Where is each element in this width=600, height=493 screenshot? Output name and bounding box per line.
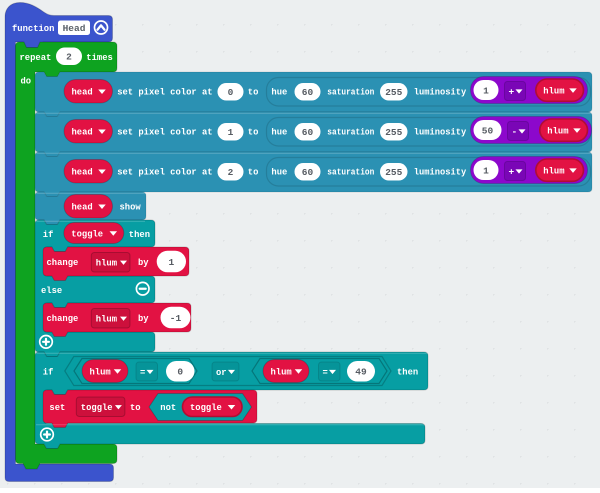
svg-text:head: head <box>72 202 93 213</box>
svg-text:2: 2 <box>66 52 72 63</box>
svg-text:255: 255 <box>385 87 402 98</box>
svg-text:1: 1 <box>228 127 234 138</box>
svg-text:60: 60 <box>302 87 314 98</box>
svg-text:1: 1 <box>483 85 489 96</box>
svg-text:-1: -1 <box>170 313 182 324</box>
svg-text:head: head <box>72 87 93 98</box>
svg-text:not: not <box>160 402 176 413</box>
svg-text:then: then <box>129 229 150 240</box>
svg-text:luminosity: luminosity <box>414 86 467 97</box>
svg-text:change: change <box>47 257 79 268</box>
svg-text:or: or <box>216 367 227 378</box>
svg-text:hlum: hlum <box>543 166 564 177</box>
svg-text:toggle: toggle <box>190 402 222 413</box>
svg-text:hlum: hlum <box>543 86 564 97</box>
svg-text:60: 60 <box>302 167 314 178</box>
svg-text:show: show <box>120 201 141 212</box>
svg-text:set pixel color at: set pixel color at <box>117 166 212 177</box>
svg-text:+: + <box>509 86 515 97</box>
svg-text:luminosity: luminosity <box>414 166 467 177</box>
svg-text:repeat: repeat <box>20 52 52 63</box>
svg-text:set: set <box>49 402 65 413</box>
svg-text:else: else <box>41 285 62 296</box>
svg-text:Head: Head <box>63 23 86 34</box>
svg-text:hlum: hlum <box>271 366 292 377</box>
svg-text:times: times <box>86 52 113 63</box>
svg-text:49: 49 <box>355 367 367 378</box>
svg-text:255: 255 <box>385 167 402 178</box>
svg-text:then: then <box>397 366 418 377</box>
svg-text:to: to <box>248 166 259 177</box>
svg-text:hlum: hlum <box>90 366 111 377</box>
svg-text:=: = <box>140 367 146 378</box>
svg-text:toggle: toggle <box>71 228 103 239</box>
svg-text:to: to <box>248 86 259 97</box>
svg-text:hlum: hlum <box>96 314 117 325</box>
svg-text:hlum: hlum <box>547 126 568 137</box>
svg-text:by: by <box>138 313 149 324</box>
svg-text:0: 0 <box>177 367 183 378</box>
svg-text:-: - <box>512 126 518 137</box>
svg-text:saturation: saturation <box>327 126 374 137</box>
svg-text:60: 60 <box>302 127 314 138</box>
svg-text:=: = <box>323 367 329 378</box>
svg-text:toggle: toggle <box>81 402 113 413</box>
svg-text:set pixel color at: set pixel color at <box>117 126 212 137</box>
svg-text:function: function <box>12 23 55 34</box>
svg-text:50: 50 <box>482 125 494 136</box>
svg-text:hlum: hlum <box>96 258 117 269</box>
svg-text:hue: hue <box>271 86 287 97</box>
svg-text:do: do <box>21 75 32 86</box>
svg-text:by: by <box>138 257 149 268</box>
svg-text:255: 255 <box>385 127 402 138</box>
svg-text:1: 1 <box>168 257 174 268</box>
svg-text:+: + <box>509 166 515 177</box>
svg-text:change: change <box>47 313 79 324</box>
svg-text:to: to <box>248 126 259 137</box>
svg-text:saturation: saturation <box>327 166 374 177</box>
svg-text:to: to <box>130 402 141 413</box>
svg-text:head: head <box>72 127 93 138</box>
svg-text:saturation: saturation <box>327 86 374 97</box>
svg-text:2: 2 <box>228 167 234 178</box>
svg-text:luminosity: luminosity <box>414 126 467 137</box>
svg-text:set pixel color at: set pixel color at <box>117 86 212 97</box>
svg-text:hue: hue <box>271 126 287 137</box>
svg-text:if: if <box>43 366 54 377</box>
svg-text:head: head <box>72 167 93 178</box>
svg-text:1: 1 <box>483 165 489 176</box>
svg-text:0: 0 <box>228 87 234 98</box>
svg-text:hue: hue <box>271 166 287 177</box>
svg-text:if: if <box>43 229 54 240</box>
